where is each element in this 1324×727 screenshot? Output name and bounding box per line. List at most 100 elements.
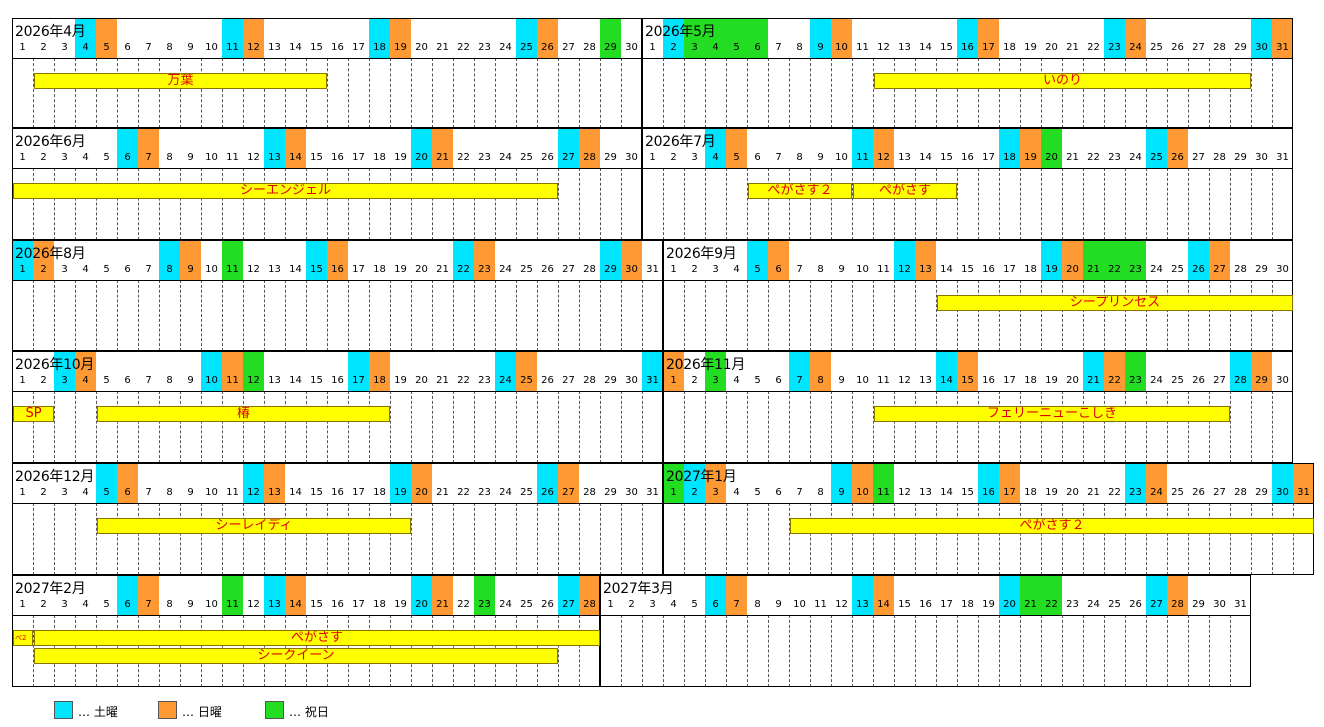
day-gridline [831, 58, 832, 128]
day-number: 24 [1150, 487, 1163, 498]
day-highlight [1041, 240, 1062, 280]
day-number: 20 [415, 487, 428, 498]
day-highlight [117, 575, 138, 615]
day-highlight [1251, 351, 1272, 391]
day-gridline [768, 280, 769, 351]
day-highlight [1230, 351, 1251, 391]
day-number: 30 [1255, 42, 1268, 53]
day-number: 7 [145, 152, 152, 163]
day-number: 2 [40, 487, 47, 498]
day-number: 24 [1150, 375, 1163, 386]
charter-bar: シーレイディ [97, 518, 411, 534]
day-gridline [159, 503, 160, 575]
day-number: 3 [712, 487, 719, 498]
day-gridline [621, 391, 622, 463]
day-gridline [495, 58, 496, 128]
day-gridline [1041, 58, 1042, 128]
day-number: 15 [961, 264, 974, 275]
day-highlight [1062, 240, 1083, 280]
day-number: 17 [352, 42, 365, 53]
month-title: 2027年1月 [666, 469, 737, 485]
day-highlight [999, 463, 1020, 503]
day-gridline [264, 503, 265, 575]
day-number: 10 [205, 264, 218, 275]
month-title: 2027年2月 [15, 581, 86, 597]
month-block [12, 463, 663, 575]
day-number: 23 [478, 264, 491, 275]
day-highlight [915, 240, 936, 280]
charter-bar: シープリンセス [937, 295, 1293, 311]
day-highlight [369, 351, 390, 391]
day-number: 14 [289, 487, 302, 498]
day-number: 12 [247, 599, 260, 610]
day-gridline [831, 391, 832, 463]
day-number: 1 [19, 264, 26, 275]
day-highlight [201, 351, 222, 391]
day-gridline [810, 58, 811, 128]
day-gridline [726, 391, 727, 463]
month-block [642, 18, 1293, 128]
day-gridline [873, 58, 874, 128]
day-gridline [348, 391, 349, 463]
day-highlight [285, 128, 306, 168]
charter-bar: ぺがさす２ [748, 183, 852, 199]
day-number: 9 [187, 152, 194, 163]
day-highlight [1146, 463, 1167, 503]
day-gridline [516, 391, 517, 463]
day-gridline [1125, 615, 1126, 687]
day-number: 13 [898, 42, 911, 53]
day-number: 30 [1276, 264, 1289, 275]
day-number: 8 [796, 152, 803, 163]
day-highlight [789, 351, 810, 391]
day-gridline [1167, 503, 1168, 575]
day-gridline [453, 280, 454, 351]
day-gridline [1062, 615, 1063, 687]
day-gridline [1188, 168, 1189, 240]
day-number: 9 [817, 42, 824, 53]
day-number: 11 [877, 375, 890, 386]
day-gridline [138, 280, 139, 351]
day-highlight [117, 463, 138, 503]
day-highlight [138, 575, 159, 615]
day-gridline [684, 615, 685, 687]
day-gridline [180, 503, 181, 575]
day-gridline [96, 503, 97, 575]
day-number: 5 [103, 375, 110, 386]
day-gridline [411, 168, 412, 240]
day-gridline [894, 391, 895, 463]
day-number: 12 [247, 487, 260, 498]
day-gridline [705, 391, 706, 463]
day-gridline [915, 503, 916, 575]
day-gridline [96, 168, 97, 240]
day-gridline [747, 280, 748, 351]
day-number: 6 [124, 487, 131, 498]
day-number: 19 [1045, 487, 1058, 498]
day-highlight [978, 463, 999, 503]
day-number: 16 [331, 152, 344, 163]
day-gridline [558, 391, 559, 463]
day-number: 14 [289, 375, 302, 386]
day-number: 26 [1171, 152, 1184, 163]
day-number: 1 [649, 152, 656, 163]
month-title: 2026年9月 [666, 246, 737, 262]
day-number: 25 [1171, 375, 1184, 386]
day-number: 17 [940, 599, 953, 610]
day-number: 3 [649, 599, 656, 610]
day-highlight [1104, 18, 1125, 58]
day-number: 14 [940, 487, 953, 498]
day-gridline [852, 391, 853, 463]
header-separator [12, 58, 642, 59]
day-gridline [537, 280, 538, 351]
month-title: 2026年12月 [15, 469, 95, 485]
day-number: 27 [562, 375, 575, 386]
day-gridline [117, 280, 118, 351]
day-number: 21 [1066, 42, 1079, 53]
day-highlight [516, 18, 537, 58]
month-title: 2026年11月 [666, 357, 746, 373]
day-gridline [1272, 58, 1273, 128]
day-gridline [432, 58, 433, 128]
day-number: 11 [226, 375, 239, 386]
day-number: 23 [1129, 375, 1142, 386]
month-title: 2027年3月 [603, 581, 674, 597]
